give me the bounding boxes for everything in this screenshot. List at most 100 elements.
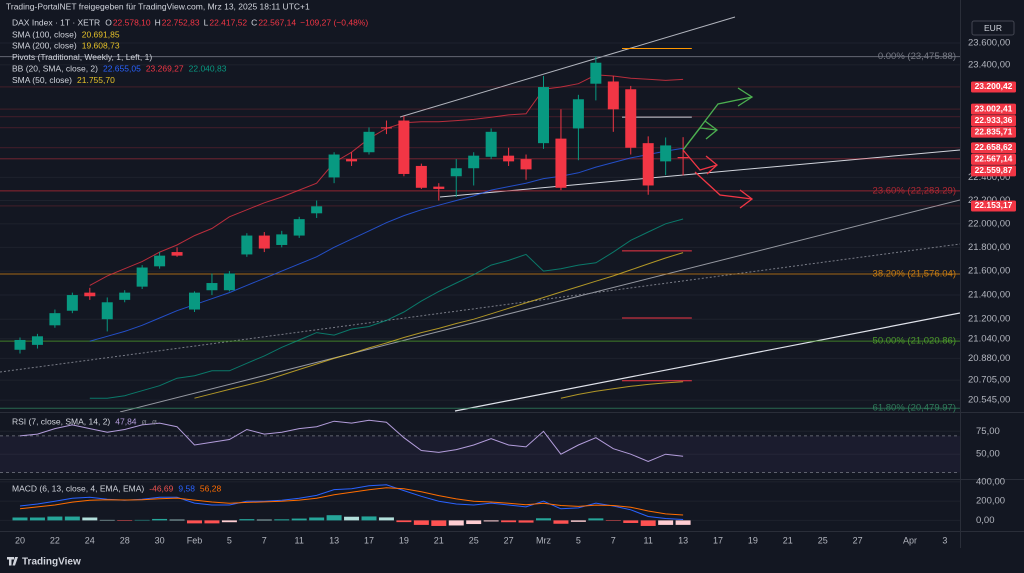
x-tick-label: 17 <box>364 535 374 545</box>
legend-text: Pivots (Traditional, Weekly, 1, Left, 1) <box>12 52 152 62</box>
candle-body <box>380 127 392 129</box>
legend-text: 22.040,83 <box>189 63 227 73</box>
macd-histogram-bar <box>204 520 220 524</box>
fib-label: 61.80% (20,479.97) <box>873 403 956 414</box>
legend-text: SMA (200, close) <box>12 41 77 51</box>
x-tick-label: 7 <box>262 535 267 545</box>
macd-histogram-bar <box>29 517 45 521</box>
candle-body <box>660 145 672 162</box>
y-tick-label: 22.000,00 <box>968 218 1010 229</box>
macd-histogram-bar <box>396 520 412 523</box>
price-badge <box>971 126 1016 138</box>
fib-label: 50.00% (21,020.86) <box>873 336 956 347</box>
macd-histogram-bar <box>378 517 394 521</box>
x-tick-label: 17 <box>713 535 723 545</box>
candle-body <box>101 302 113 320</box>
indicator-line <box>89 218 684 399</box>
candle-body <box>223 273 235 291</box>
currency-box[interactable] <box>971 20 1015 36</box>
indicator-line <box>194 252 684 399</box>
x-tick-label: 25 <box>469 535 479 545</box>
price-badge <box>971 165 1016 177</box>
y-tick-label: 75,00 <box>976 426 1000 437</box>
legend-text: 47,84 <box>115 416 137 426</box>
price-badge <box>971 103 1016 115</box>
macd-histogram-bar <box>483 520 499 522</box>
candle-body <box>171 252 183 256</box>
rsi-line <box>19 419 684 463</box>
macd-histogram-bar <box>169 519 185 521</box>
arrows <box>682 87 754 209</box>
x-tick-label: 13 <box>329 535 339 545</box>
legend-text: 20.691,85 <box>82 29 120 39</box>
indicator-line <box>560 381 684 399</box>
legend-text: SMA (100, close) <box>12 29 77 39</box>
y-tick-label: 22.400,00 <box>968 172 1010 183</box>
macd-histogram-bar <box>47 516 63 521</box>
x-tick-label: 5 <box>227 535 232 545</box>
logo <box>7 557 18 566</box>
price-badge <box>971 200 1016 212</box>
candle-body <box>555 138 567 188</box>
y-tick-label: 21.200,00 <box>968 314 1010 325</box>
macd-histogram-bar <box>431 520 447 526</box>
y-tick-label: 21.600,00 <box>968 266 1010 277</box>
macd-pane <box>12 484 691 526</box>
macd-histogram-bar <box>640 520 656 526</box>
x-tick-label: 3 <box>942 535 947 545</box>
candle-body <box>293 219 305 236</box>
y-tick-label: 23.600,00 <box>968 38 1010 49</box>
arrow-head <box>739 189 754 209</box>
price-badge <box>971 142 1016 154</box>
candle-body <box>84 292 96 297</box>
x-tick-label: 27 <box>853 535 863 545</box>
footer-brand: TradingView <box>22 557 81 568</box>
legend-text: O <box>105 17 112 27</box>
x-tick-label: Feb <box>187 535 203 545</box>
price-badge-label: 22.559,87 <box>975 165 1013 175</box>
macd-histogram-bar <box>501 520 517 523</box>
price-badge-label: 22.933,36 <box>975 115 1013 125</box>
legend-text: ø <box>152 416 157 426</box>
candle-body <box>642 143 654 186</box>
macd-histogram-bar <box>12 517 28 521</box>
legend-text: C <box>251 17 257 27</box>
drawings <box>0 16 960 412</box>
legend-text: 9,58 <box>178 483 195 493</box>
candle-body <box>14 339 26 350</box>
y-tick-label: 400,00 <box>976 476 1005 487</box>
arrow-head <box>705 155 718 175</box>
candle-body <box>590 62 602 84</box>
x-tick-label: 19 <box>399 535 409 545</box>
candle-body <box>154 255 166 267</box>
macd-histogram-bar <box>658 520 674 525</box>
trendline <box>439 149 960 198</box>
y-tick-label: 20.545,00 <box>968 395 1010 406</box>
price-badge-label: 22.835,71 <box>975 126 1013 136</box>
macd-histogram-bar <box>623 520 639 523</box>
arrow <box>682 149 718 171</box>
x-tick-label: 22 <box>50 535 60 545</box>
arrow-head <box>704 120 719 140</box>
macd-histogram-bar <box>553 520 569 524</box>
currency[interactable]: EUR <box>984 23 1002 33</box>
macd-histogram-bar <box>570 520 586 522</box>
candle-body <box>625 89 637 148</box>
candle-body <box>363 131 375 153</box>
legend-text: 22.578,10 <box>113 17 151 27</box>
x-tick-label: Apr <box>903 535 917 545</box>
candle-body <box>328 154 340 178</box>
fib-label: 23.60% (22,283.29) <box>873 185 956 196</box>
candle-body <box>485 131 497 157</box>
x-tick-label: 30 <box>155 535 165 545</box>
legend-text: 21.755,70 <box>77 75 115 85</box>
candle-body <box>66 295 78 311</box>
legend-text: ø <box>142 416 147 426</box>
x-tick-label: 28 <box>120 535 130 545</box>
macd-histogram-bar <box>239 519 255 521</box>
axes: 23.600,0023.400,0022.400,0022.200,0022.0… <box>15 38 1010 546</box>
candle-body <box>450 168 462 177</box>
x-tick-label: 21 <box>434 535 444 545</box>
macd-histogram-bar <box>518 520 534 523</box>
